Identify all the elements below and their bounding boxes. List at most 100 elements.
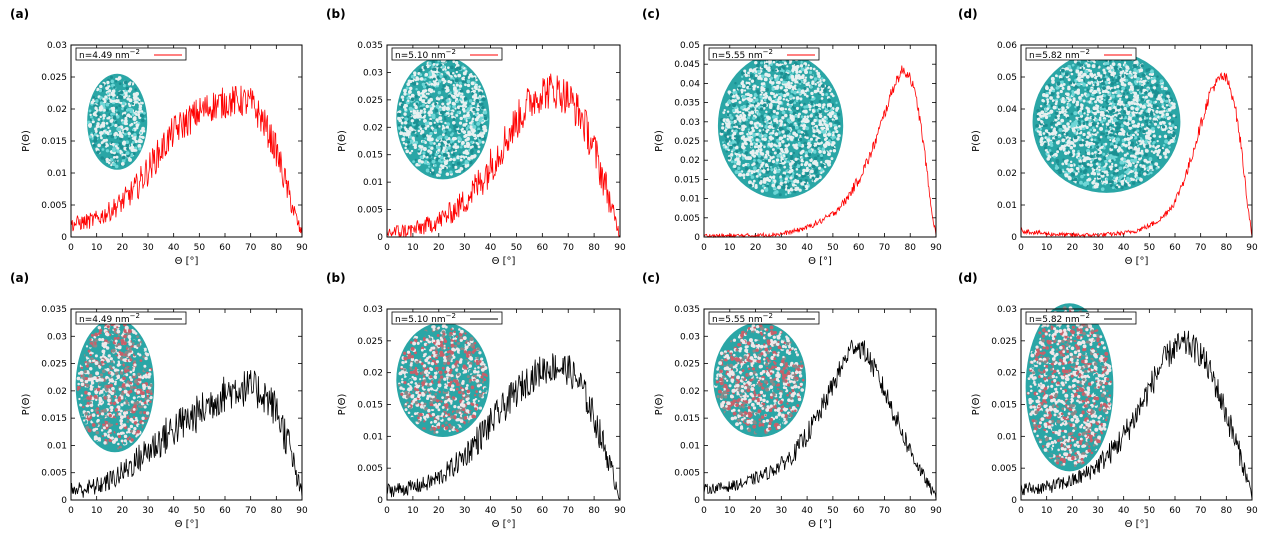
inset-bead <box>1050 131 1055 136</box>
inset-bead <box>114 136 117 140</box>
inset-bead <box>127 82 132 86</box>
inset-bead <box>124 116 128 120</box>
inset-bead <box>765 170 770 174</box>
inset-bead <box>467 156 471 161</box>
inset-bead <box>727 131 731 135</box>
inset-bead <box>1137 137 1141 141</box>
y-tick-label: 0.05 <box>997 73 1017 83</box>
inset-bead <box>471 102 475 105</box>
inset-bead <box>1156 106 1159 110</box>
inset-bead <box>452 161 455 165</box>
inset-bead <box>1160 99 1164 104</box>
x-tick-label: 80 <box>588 243 600 253</box>
inset-bead <box>753 84 757 88</box>
inset-bead <box>125 86 129 91</box>
inset-bead <box>796 90 799 94</box>
inset-bead <box>767 128 770 132</box>
inset-bead <box>429 141 434 145</box>
y-tick-label: 0.035 <box>674 99 700 109</box>
inset-bead <box>816 81 820 84</box>
inset-bead <box>754 125 758 129</box>
inset-bead <box>1152 105 1156 109</box>
inset-bead <box>1099 150 1103 154</box>
inset-bead <box>445 125 450 129</box>
inset-bead <box>1121 74 1125 78</box>
inset-bead <box>477 145 481 149</box>
inset-bead <box>1115 126 1120 131</box>
inset-bead <box>443 75 448 79</box>
inset-bead <box>1140 97 1145 102</box>
inset-bead <box>756 117 761 121</box>
inset-bead <box>753 159 756 162</box>
inset-bead <box>409 124 412 127</box>
inset-bead <box>438 122 442 126</box>
inset-bead <box>1066 116 1070 120</box>
inset-bead <box>454 170 458 173</box>
inset-bead <box>129 123 132 127</box>
inset-bead <box>1068 137 1072 140</box>
inset-bead <box>432 62 436 66</box>
inset-bead <box>468 73 472 77</box>
inset-bead <box>424 72 429 77</box>
inset-bead <box>789 113 792 117</box>
inset-bead <box>747 128 751 131</box>
inset-bead <box>803 86 807 91</box>
inset-bead <box>785 92 790 96</box>
inset-bead <box>423 118 427 123</box>
inset-bead <box>132 152 136 156</box>
inset-bead <box>1089 154 1094 159</box>
inset-bead <box>466 144 470 148</box>
inset-bead <box>127 131 132 136</box>
inset-bead <box>730 116 734 120</box>
inset-bead <box>460 155 463 159</box>
inset-bead <box>108 123 112 127</box>
inset-bead <box>810 91 814 96</box>
inset-bead <box>112 115 117 120</box>
inset-bead <box>134 88 137 91</box>
inset-bead <box>822 103 826 107</box>
inset-bead <box>835 107 838 111</box>
inset-bead <box>740 105 744 110</box>
inset-bead <box>751 129 755 133</box>
inset-bead <box>432 77 436 81</box>
inset-bead <box>795 96 800 101</box>
inset-bead <box>1171 105 1176 110</box>
inset-bead <box>114 123 118 128</box>
inset-bead <box>106 80 110 85</box>
inset-bead <box>437 148 441 152</box>
inset-bead <box>813 118 817 123</box>
inset-bead <box>463 117 467 121</box>
inset-bead <box>1104 183 1107 186</box>
inset-bead <box>459 158 463 162</box>
inset-bead <box>1082 132 1086 137</box>
inset-bead <box>735 149 739 154</box>
inset-bead <box>1149 171 1153 175</box>
inset-bead <box>1050 91 1055 96</box>
inset-bead <box>774 167 777 170</box>
inset-bead <box>793 101 796 105</box>
inset-bead <box>469 160 473 165</box>
inset-bead <box>417 150 421 153</box>
inset-bead <box>1048 88 1052 92</box>
x-tick-label: 20 <box>117 243 129 253</box>
inset-bead <box>1138 127 1142 131</box>
inset-bead <box>775 190 779 194</box>
inset-bead <box>777 96 782 100</box>
inset-bead <box>1061 162 1065 166</box>
inset-bead <box>784 193 788 196</box>
inset-bead <box>826 152 831 157</box>
inset-bead <box>825 93 829 96</box>
inset-bead <box>401 138 405 142</box>
inset-bead <box>807 81 810 85</box>
inset-bead <box>784 147 789 152</box>
inset-bead <box>114 164 119 169</box>
inset-bead <box>1156 145 1160 149</box>
inset-bead <box>439 74 443 78</box>
inset-bead <box>408 135 412 139</box>
inset-bead <box>755 63 760 68</box>
inset-bead <box>117 91 121 95</box>
inset-bead <box>127 137 131 140</box>
inset-bead <box>402 105 407 109</box>
inset-bead <box>472 125 477 129</box>
inset-bead <box>781 140 785 144</box>
